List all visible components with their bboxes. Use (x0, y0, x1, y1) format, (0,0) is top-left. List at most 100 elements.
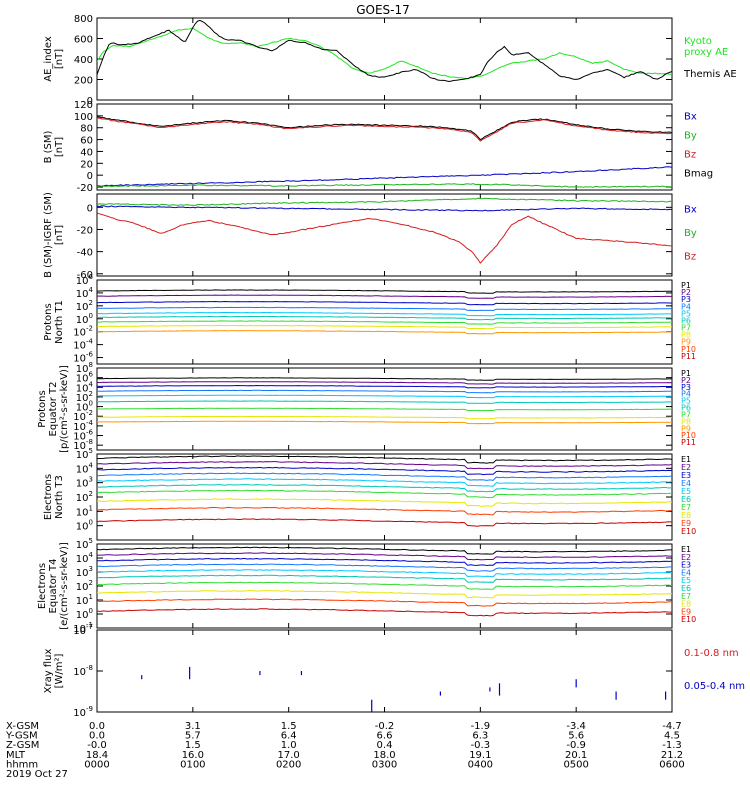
axis-row-value: -1.3 (662, 740, 682, 751)
y-tick-label: 80 (80, 124, 93, 135)
series-line (97, 205, 672, 212)
y-tick-label: 200 (74, 76, 93, 87)
y-tick-label: 102 (76, 299, 93, 313)
y-tick-label: 600 (74, 35, 93, 46)
legend-entry: E3 (681, 561, 691, 570)
y-tick-label: 102 (76, 490, 93, 504)
series-line (97, 420, 672, 425)
series-line (97, 320, 672, 325)
y-tick-label: 106 (76, 273, 94, 287)
axis-row-value: 0600 (659, 759, 684, 770)
y-tick-label: 60 (80, 136, 93, 147)
y-tick-label: 10-8 (73, 438, 93, 452)
y-tick-label: 101 (76, 504, 93, 518)
y-tick-label: -20 (77, 183, 93, 194)
y-tick-label: 104 (76, 551, 94, 565)
y-tick-label: 103 (76, 476, 93, 490)
y-tick-label: 100 (76, 312, 93, 326)
axis-row-value: 6.3 (472, 731, 488, 742)
y-tick-label: -20 (77, 225, 93, 236)
legend-entry: By (684, 130, 697, 141)
series-line (97, 574, 672, 583)
legend-entry: E2 (681, 553, 691, 562)
axis-row-value: 19.1 (469, 750, 491, 761)
series-line (97, 557, 672, 567)
y-tick-label: 800 (74, 14, 93, 25)
y-tick-label: 108 (76, 361, 93, 375)
axis-row-value: 0.0 (89, 721, 105, 732)
y-axis-label: ElectronsNorth T3 (43, 474, 65, 520)
y-axis-label: ElectronsEquator T4[e/(cm²-s-sr-keV)] (37, 542, 70, 630)
y-tick-label: 10-2 (73, 409, 93, 423)
y-axis-label: AE_index[nT] (43, 36, 65, 82)
axis-row-value: 0100 (180, 759, 205, 770)
legend-entry: P2 (681, 376, 691, 385)
legend-entry: E8 (681, 511, 691, 520)
y-axis-label: ProtonsNorth T1 (43, 300, 65, 344)
legend: Kyoto proxy AE Themis AE (683, 36, 737, 80)
series-line (97, 608, 672, 617)
series-line (97, 590, 672, 599)
y-tick-label: 102 (76, 579, 93, 593)
series-line (97, 407, 672, 412)
axis-row-value: 0500 (563, 759, 588, 770)
legend-entry: P3 (681, 383, 691, 392)
axis-row-value: 4.5 (664, 731, 680, 742)
series-line (97, 300, 672, 306)
series-line (97, 19, 672, 83)
y-tick-label: 100 (76, 607, 93, 621)
axis-row-label: Z-GSM (6, 740, 39, 751)
axis-row-value: 3.1 (185, 721, 201, 732)
legend-entry: 0.05-0.4 nm (684, 681, 745, 692)
axis-row-value: 17.0 (278, 750, 300, 761)
axis-row-value: 18.0 (373, 750, 395, 761)
axis-row-value: 0.4 (377, 740, 393, 751)
legend-entry: P10 (681, 345, 696, 354)
axis-row-value: -0.3 (471, 740, 491, 751)
legend-entry: Themis AE (683, 69, 737, 80)
plot-area (97, 197, 672, 264)
y-tick-label: 10-2 (73, 325, 93, 339)
panel-3: -60 -40 -20 0 B (SM)-IGRF (SM)[nT] Bx By Bz (43, 192, 697, 281)
axis-row-value: 0200 (276, 759, 301, 770)
legend-entry: P7 (681, 324, 691, 333)
panel-frame (96, 629, 673, 713)
y-tick-label: 400 (74, 55, 93, 66)
y-axis-label: B (SM)[nT] (43, 130, 65, 163)
series-line (97, 518, 672, 527)
series-line (97, 563, 672, 572)
y-axis-label: B (SM)-IGRF (SM)[nT] (43, 192, 65, 278)
legend-entry: Bx (684, 111, 697, 122)
legend-entry: P8 (681, 417, 691, 426)
series-line (97, 311, 672, 317)
series-line (97, 117, 672, 142)
axis-row-value: -4.7 (662, 721, 682, 732)
axis-row-value: 6.6 (377, 731, 393, 742)
series-line (97, 384, 672, 389)
series-line (97, 289, 672, 294)
panel-1: 0 200 400 600 800 AE_index[nT] Kyoto proxy AE Th… (43, 14, 737, 107)
legend-entry: P11 (681, 438, 696, 447)
axis-row-value: -0.0 (87, 740, 107, 751)
y-tick-label: 105 (76, 447, 93, 461)
legend-entry: Kyoto proxy AE (684, 36, 728, 58)
legend-entry: P9 (681, 424, 691, 433)
legend-entry: E5 (681, 487, 691, 496)
y-tick-label: 100 (76, 400, 93, 414)
y-tick-label: 10-9 (73, 705, 93, 719)
axis-row-label: Y-GSM (5, 731, 38, 742)
series-line (97, 546, 672, 555)
legend-entry: 0.1-0.8 nm (684, 648, 739, 659)
panel-frame (96, 17, 673, 101)
y-axis-label: ProtonsEquator T2[p/(cm²-s-sr-keV)] (37, 365, 70, 453)
series-line (97, 455, 672, 464)
